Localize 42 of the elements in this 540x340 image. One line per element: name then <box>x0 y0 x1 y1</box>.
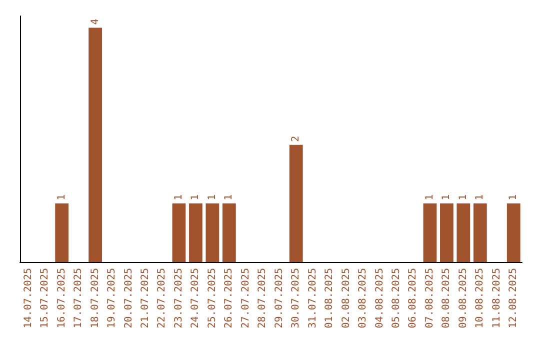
x-tick-label: 12.08.2025 <box>508 268 520 328</box>
x-tick-label: 26.07.2025 <box>224 268 235 328</box>
x-tick-label: 08.08.2025 <box>441 268 452 328</box>
x-tick-label: 10.08.2025 <box>474 268 486 328</box>
x-tick-label: 09.08.2025 <box>458 268 469 328</box>
x-tick-label: 11.08.2025 <box>491 268 502 328</box>
x-tick-label: 06.08.2025 <box>408 268 419 328</box>
data-label: 1 <box>508 194 520 200</box>
data-label: 1 <box>441 194 452 200</box>
x-tick-label: 03.08.2025 <box>358 268 369 328</box>
x-tick-label: 18.07.2025 <box>90 268 101 328</box>
x-tick-label: 04.08.2025 <box>374 268 386 328</box>
x-tick-label: 14.07.2025 <box>22 268 34 328</box>
x-tick-label: 15.07.2025 <box>40 268 51 328</box>
x-tick-label: 29.07.2025 <box>274 268 285 328</box>
x-tick-label: 28.07.2025 <box>257 268 268 328</box>
data-label: 1 <box>224 194 235 200</box>
data-label: 4 <box>90 18 101 25</box>
data-label: 1 <box>474 194 486 200</box>
x-tick-label: 01.08.2025 <box>324 268 336 328</box>
data-label: 1 <box>458 194 469 200</box>
x-tick-label: 07.08.2025 <box>424 268 436 328</box>
data-label: 2 <box>290 136 302 142</box>
x-tick-label: 30.07.2025 <box>290 268 302 328</box>
data-label: 1 <box>56 194 68 200</box>
x-tick-label: 31.07.2025 <box>307 268 318 328</box>
x-tick-label: 25.07.2025 <box>206 268 218 328</box>
x-tick-label: 22.07.2025 <box>156 268 168 328</box>
x-tick-label: 17.07.2025 <box>73 268 84 328</box>
data-label: 1 <box>190 194 202 200</box>
x-tick-label: 21.07.2025 <box>140 268 151 328</box>
x-tick-label: 20.07.2025 <box>123 268 134 328</box>
data-label: 1 <box>424 194 436 200</box>
data-label: 1 <box>206 194 218 200</box>
data-label: 1 <box>173 194 184 200</box>
x-tick-label: 23.07.2025 <box>173 268 184 328</box>
x-tick-label: 24.07.2025 <box>190 268 202 328</box>
x-tick-label: 16.07.2025 <box>56 268 68 328</box>
x-tick-label: 05.08.2025 <box>391 268 402 328</box>
x-tick-label: 02.08.2025 <box>340 268 352 328</box>
x-tick-label: 19.07.2025 <box>106 268 118 328</box>
x-tick-label: 27.07.2025 <box>240 268 252 328</box>
